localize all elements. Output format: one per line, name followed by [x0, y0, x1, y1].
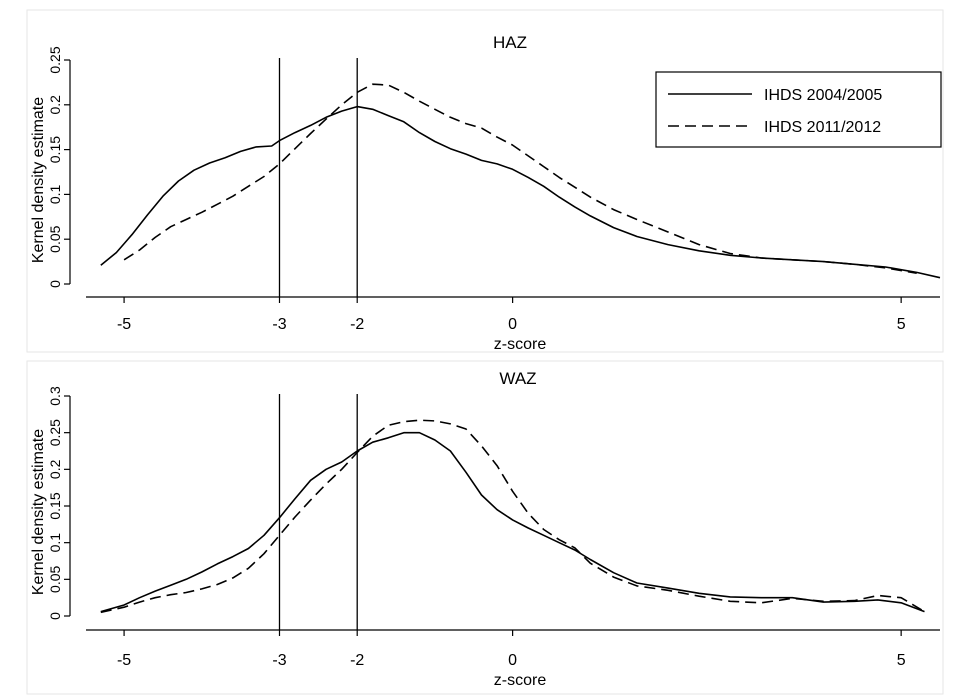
- haz-series-line-2: [123, 83, 917, 274]
- waz-panel-frame: [26, 360, 944, 695]
- haz-x-axis: -5 -3 -2 0 5: [86, 296, 940, 333]
- haz-reference-lines: [278, 58, 358, 297]
- haz-x-tick-label: 5: [897, 316, 906, 333]
- waz-x-tick-label: 5: [897, 652, 906, 669]
- haz-y-tick-label: 0: [47, 280, 63, 288]
- waz-title: WAZ: [499, 369, 536, 388]
- haz-series-line-1: [100, 105, 941, 279]
- haz-x-axis-label: z-score: [494, 336, 547, 353]
- haz-panel-frame: [26, 9, 944, 353]
- haz-series: [100, 83, 941, 279]
- waz-y-axis: 0 0.05 0.1 0.15 0.2 0.25 0.3: [47, 386, 71, 620]
- waz-y-axis-label: Kernel density estimate: [30, 429, 47, 595]
- waz-y-tick-label: 0.15: [47, 492, 63, 519]
- waz-x-tick-label: -3: [272, 652, 286, 669]
- waz-x-tick-label: 0: [508, 652, 517, 669]
- waz-series: [100, 419, 925, 614]
- haz-x-tick-label: -3: [272, 316, 286, 333]
- haz-y-axis-label: Kernel density estimate: [30, 97, 47, 263]
- waz-x-tick-label: -5: [117, 652, 131, 669]
- haz-y-axis: 0 0.05 0.1 0.15 0.2 0.25: [47, 46, 71, 288]
- waz-x-tick-label: -2: [350, 652, 364, 669]
- waz-y-tick-label: 0.25: [47, 419, 63, 446]
- haz-y-tick-label: 0.2: [47, 95, 63, 115]
- waz-x-axis: -5 -3 -2 0 5: [86, 629, 940, 669]
- haz-y-tick-label: 0.1: [47, 184, 63, 204]
- waz-y-tick-label: 0.05: [47, 565, 63, 592]
- legend: IHDS 2004/2005 IHDS 2011/2012: [655, 71, 942, 148]
- waz-panel: WAZ Kernel density estimate z-score 0 0.0…: [26, 360, 944, 695]
- haz-y-tick-label: 0.15: [47, 136, 63, 163]
- haz-title: HAZ: [493, 33, 527, 52]
- waz-series-line-1: [100, 431, 925, 613]
- waz-series-line-2: [100, 419, 925, 614]
- legend-box: [655, 71, 942, 148]
- waz-x-axis-label: z-score: [494, 672, 547, 689]
- haz-panel: HAZ Kernel density estimate z-score 0 0.0…: [26, 9, 944, 353]
- waz-reference-lines: [278, 394, 358, 630]
- legend-label-2004: IHDS 2004/2005: [764, 87, 882, 104]
- haz-x-tick-label: 0: [508, 316, 517, 333]
- waz-y-tick-label: 0: [47, 612, 63, 620]
- haz-y-tick-label: 0.25: [47, 46, 63, 73]
- haz-y-tick-label: 0.05: [47, 225, 63, 252]
- legend-label-2011: IHDS 2011/2012: [764, 119, 881, 136]
- waz-y-tick-label: 0.3: [47, 386, 63, 406]
- waz-y-tick-label: 0.1: [47, 533, 63, 553]
- haz-x-tick-label: -2: [350, 316, 364, 333]
- haz-x-tick-label: -5: [117, 316, 131, 333]
- waz-y-tick-label: 0.2: [47, 459, 63, 479]
